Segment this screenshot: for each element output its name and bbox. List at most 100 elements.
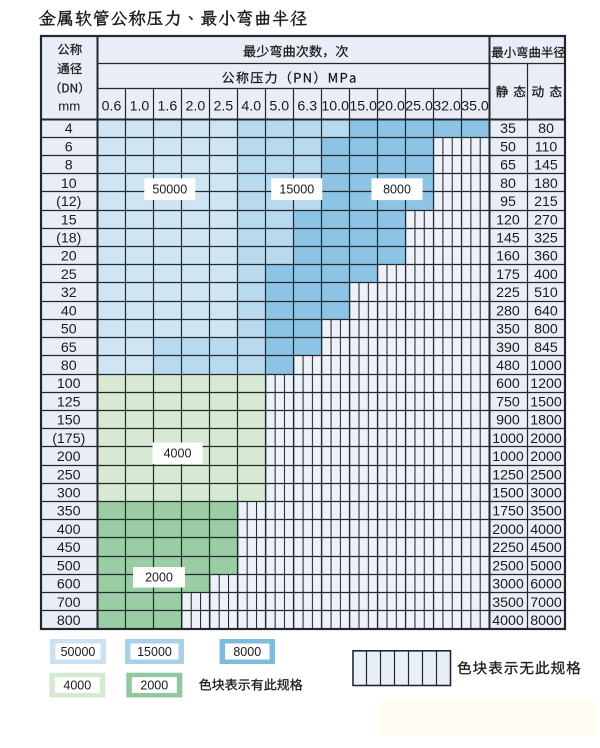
svg-text:2.0: 2.0 [186,98,206,114]
svg-text:400: 400 [534,267,558,283]
svg-text:700: 700 [57,595,81,611]
svg-text:160: 160 [496,249,520,265]
svg-text:0.6: 0.6 [102,98,122,114]
svg-text:4000: 4000 [164,447,192,461]
svg-text:2500: 2500 [492,558,524,574]
svg-text:500: 500 [57,558,81,574]
svg-text:6000: 6000 [530,577,562,593]
svg-text:(12): (12) [56,194,81,210]
svg-text:4: 4 [65,121,73,137]
svg-text:360: 360 [534,249,558,265]
svg-text:180: 180 [534,176,558,192]
svg-text:2250: 2250 [492,540,524,556]
svg-text:7000: 7000 [530,595,562,611]
svg-text:2000: 2000 [492,522,524,538]
svg-text:2000: 2000 [140,678,168,692]
svg-text:80: 80 [61,358,77,374]
svg-text:325: 325 [534,230,558,246]
svg-text:450: 450 [57,540,81,556]
svg-text:845: 845 [534,340,558,356]
svg-text:200: 200 [57,449,81,465]
svg-text:5000: 5000 [530,558,562,574]
svg-text:120: 120 [496,212,520,228]
svg-text:145: 145 [534,158,558,174]
svg-text:2000: 2000 [530,431,562,447]
svg-text:280: 280 [496,303,520,319]
svg-text:480: 480 [496,358,520,374]
svg-text:50: 50 [61,322,77,338]
svg-text:35.0: 35.0 [461,98,489,114]
svg-text:15.0: 15.0 [349,98,377,114]
svg-text:65: 65 [500,158,516,174]
svg-text:1500: 1500 [492,485,524,501]
svg-text:3500: 3500 [530,504,562,520]
svg-text:25: 25 [61,267,77,283]
svg-text:2500: 2500 [530,467,562,483]
svg-text:8: 8 [65,158,73,174]
svg-text:400: 400 [57,522,81,538]
svg-text:800: 800 [534,322,558,338]
svg-text:640: 640 [534,303,558,319]
svg-text:350: 350 [57,504,81,520]
svg-text:mm: mm [58,98,80,113]
svg-text:80: 80 [500,176,516,192]
svg-text:8000: 8000 [530,613,562,629]
svg-text:110: 110 [535,139,558,155]
svg-text:2.5: 2.5 [213,98,233,114]
svg-text:4000: 4000 [63,678,91,692]
svg-text:4000: 4000 [530,522,562,538]
svg-text:3500: 3500 [492,595,524,611]
svg-text:1.0: 1.0 [130,98,150,114]
svg-text:100: 100 [57,376,81,392]
svg-text:5.0: 5.0 [269,98,289,114]
svg-text:50000: 50000 [152,183,187,197]
svg-text:145: 145 [496,230,520,246]
svg-text:95: 95 [500,194,516,210]
svg-text:215: 215 [534,194,558,210]
svg-text:10.0: 10.0 [321,98,349,114]
svg-text:32.0: 32.0 [433,98,461,114]
svg-text:1000: 1000 [530,358,562,374]
svg-text:350: 350 [496,322,520,338]
svg-text:1750: 1750 [492,504,524,520]
svg-text:3000: 3000 [492,577,524,593]
svg-text:65: 65 [61,340,77,356]
svg-text:3000: 3000 [530,485,562,501]
svg-text:25.0: 25.0 [405,98,433,114]
svg-text:1250: 1250 [492,467,524,483]
svg-text:510: 510 [534,285,558,301]
svg-text:15000: 15000 [137,645,172,659]
svg-text:35: 35 [500,121,516,137]
svg-text:40: 40 [61,303,77,319]
svg-text:50: 50 [500,139,516,155]
svg-text:20.0: 20.0 [377,98,405,114]
svg-text:6: 6 [65,139,73,155]
svg-text:900: 900 [496,413,520,429]
svg-text:10: 10 [61,176,77,192]
svg-text:8000: 8000 [233,645,261,659]
svg-text:8000: 8000 [383,183,411,197]
svg-text:390: 390 [496,340,520,356]
svg-text:600: 600 [496,376,520,392]
svg-text:15000: 15000 [279,183,314,197]
svg-text:2000: 2000 [530,449,562,465]
svg-text:750: 750 [496,394,520,410]
svg-text:125: 125 [57,394,81,410]
svg-text:1200: 1200 [530,376,562,392]
svg-text:1.6: 1.6 [158,98,178,114]
svg-text:1500: 1500 [530,394,562,410]
svg-text:175: 175 [496,267,520,283]
svg-text:225: 225 [496,285,520,301]
svg-text:2000: 2000 [145,571,173,585]
svg-text:1800: 1800 [530,413,562,429]
svg-text:1000: 1000 [492,449,524,465]
svg-text:15: 15 [61,212,77,228]
svg-text:(175): (175) [52,431,85,447]
svg-text:600: 600 [57,577,81,593]
svg-text:150: 150 [57,413,81,429]
svg-text:800: 800 [57,613,81,629]
svg-text:300: 300 [57,485,81,501]
svg-text:4.0: 4.0 [241,98,261,114]
svg-text:(18): (18) [56,230,81,246]
svg-text:270: 270 [534,212,558,228]
